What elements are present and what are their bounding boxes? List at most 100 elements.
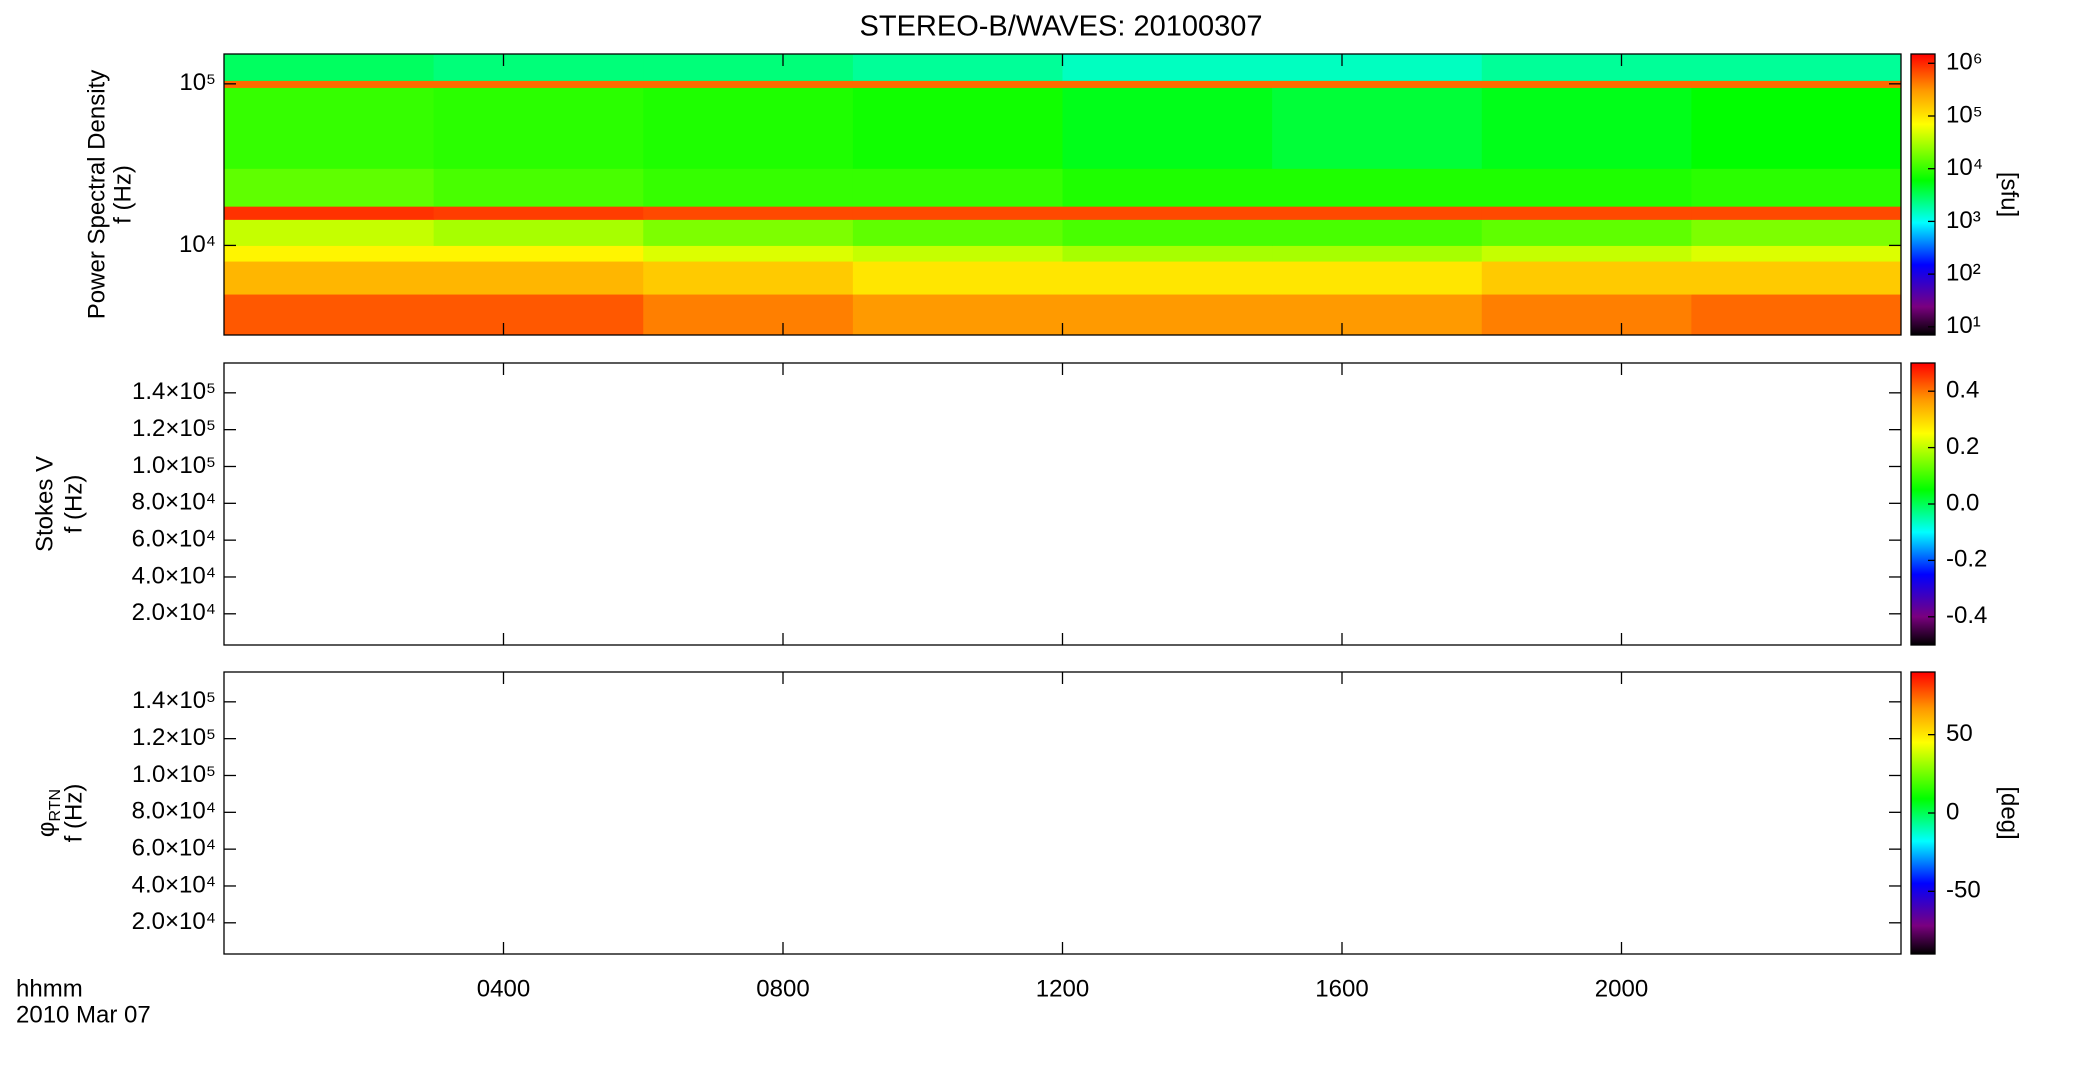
spectrogram-cell [852,80,1063,88]
spectrogram-cell [852,261,1063,295]
spectrogram-cell [433,219,644,246]
spectrogram-cell [1481,54,1692,81]
plot-frame [223,362,1902,646]
y-tick-label: 10⁵ [179,69,216,96]
colorbar-tick-label: 0.2 [1946,433,1979,460]
colorbar-tick-label: 0.0 [1946,489,1979,516]
spectrogram-cell [1481,219,1692,246]
spectrogram-cell [1691,80,1902,88]
y-tick-label: 6.0×10⁴ [132,525,216,552]
plot-frame [223,671,1902,955]
y-tick-label: 4.0×10⁴ [132,562,216,589]
y-tick-label: 8.0×10⁴ [132,489,216,516]
spectrogram-cell [433,245,644,262]
spectrogram-cell [433,168,644,207]
y-tick-label: 1.0×10⁵ [132,452,216,479]
spectrogram-cell [1272,219,1483,246]
chart-title: STEREO-B/WAVES: 20100307 [860,11,1263,43]
colorbar-tick-label: 50 [1946,720,1973,747]
spectrogram-cell [1691,294,1902,336]
y-tick-label: 6.0×10⁴ [132,834,216,861]
spectrogram-cell [1272,168,1483,207]
spectrogram-cell [643,294,854,336]
spectrogram-cell [224,168,435,207]
spectrogram-cell [1062,206,1273,220]
spectrogram-cell [643,245,854,262]
spectrogram-cell [1691,206,1902,220]
spectrogram-cell [1062,294,1273,336]
spectrogram-cell [1691,87,1902,169]
colorbar-tick-label: 10³ [1946,207,1981,234]
spectrogram-cell [1272,80,1483,88]
spectrogram-cell [433,294,644,336]
spectrogram-cell [643,261,854,295]
colorbar-tick-label: 10⁶ [1946,49,1983,76]
spectrogram-cell [1691,261,1902,295]
colorbar-label: [deg] [1996,786,2023,839]
spectrogram-cell [1691,168,1902,207]
spectrogram-cell [1481,294,1692,336]
spectrogram-cell [224,261,435,295]
spectrogram-cell [643,54,854,81]
spectrogram-cell [433,206,644,220]
spectrogram-cell [1272,87,1483,169]
spectrogram-cell [643,219,854,246]
spectrogram-cell [1481,261,1692,295]
spectrogram-cell [224,294,435,336]
spectrogram-cell [852,87,1063,169]
y-tick-label: 4.0×10⁴ [132,871,216,898]
spectrogram-cell [224,54,435,81]
spectrogram-cell [1062,168,1273,207]
spectrogram-cell [852,294,1063,336]
colorbar-label: [sfu] [1996,172,2023,217]
spectrogram-cell [1481,87,1692,169]
colorbar [1910,53,1936,336]
spectrogram-cell [224,219,435,246]
y-tick-label: 2.0×10⁴ [132,599,216,626]
spectrogram-cell [1691,245,1902,262]
spectrogram-cell [433,261,644,295]
y-tick-label: 1.4×10⁵ [132,378,216,405]
spectrogram-cell [643,168,854,207]
spectrogram-cell [1272,245,1483,262]
spectrogram-cell [433,80,644,88]
spectrogram-cell [852,219,1063,246]
spectrogram-cell [433,87,644,169]
y-axis-unit: f (Hz) [109,165,136,224]
x-tick-label: 0800 [756,975,809,1002]
x-tick-label: 0400 [477,975,530,1002]
y-tick-label: 1.4×10⁵ [132,687,216,714]
spectrogram-cell [852,54,1063,81]
y-axis-label: Stokes V [31,456,58,552]
colorbar-tick-label: -0.4 [1946,602,1987,629]
spectrogram-cell [224,245,435,262]
date-label: 2010 Mar 07 [16,1001,151,1028]
colorbar-tick-label: 10¹ [1946,312,1981,339]
y-tick-label: 1.2×10⁵ [132,415,216,442]
colorbar-tick-label: 10⁵ [1946,101,1983,128]
spectrogram-cell [1272,54,1483,81]
spectrogram-cell [1272,294,1483,336]
spectrogram-cell [1691,54,1902,81]
spectrogram-cell [643,87,854,169]
y-tick-label: 2.0×10⁴ [132,908,216,935]
spectrogram-cell [1481,245,1692,262]
spectrogram-cell [1062,261,1273,295]
spectrogram-cell [1691,219,1902,246]
y-tick-label: 1.2×10⁵ [132,724,216,751]
spectrogram-cell [1481,80,1692,88]
y-tick-label: 1.0×10⁵ [132,761,216,788]
y-axis-label: Power Spectral Density [83,70,110,319]
y-axis-label: φRTN [33,789,64,837]
y-axis-subscript: RTN [47,789,64,822]
x-tick-label: 1600 [1315,975,1368,1002]
colorbar-tick-label: 10² [1946,259,1981,286]
spectrogram-cell [224,80,435,88]
spectrogram-cell [1062,87,1273,169]
y-axis-symbol: φ [33,822,60,838]
y-axis-unit: f (Hz) [60,784,87,843]
spectrogram-cell [1481,168,1692,207]
spectrogram-cell [643,80,854,88]
